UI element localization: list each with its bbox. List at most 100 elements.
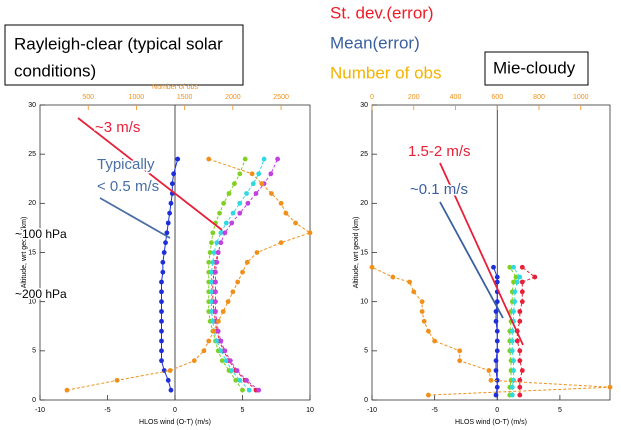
data-point <box>209 299 214 305</box>
data-point <box>159 279 164 285</box>
data-point <box>225 299 231 305</box>
data-point <box>223 220 229 226</box>
data-point <box>261 156 267 162</box>
y-axis-title: Altitude, wrt geoid (km) <box>21 217 28 289</box>
data-point <box>493 309 499 314</box>
data-point <box>213 289 218 295</box>
data-point <box>171 171 177 177</box>
data-point <box>511 264 516 270</box>
data-point <box>206 156 212 162</box>
data-point <box>214 338 220 344</box>
data-point <box>259 181 265 187</box>
data-point <box>213 309 218 314</box>
y-tick-label: 30 <box>28 102 36 109</box>
data-point <box>229 220 235 226</box>
data-point <box>237 200 243 206</box>
x2-tick-label: 800 <box>533 94 545 101</box>
data-point <box>210 318 216 324</box>
y-tick-label: 20 <box>28 200 36 207</box>
data-point <box>511 279 516 285</box>
series-line <box>371 266 611 396</box>
data-point <box>532 274 538 280</box>
data-point <box>233 377 239 383</box>
x2-tick-label: 200 <box>408 94 420 101</box>
data-point <box>64 387 70 393</box>
series-line <box>516 266 536 396</box>
data-point <box>517 274 523 280</box>
x-tick-label: 5 <box>558 407 562 414</box>
data-point <box>419 299 425 305</box>
annotation: ~200 hPa <box>15 287 67 301</box>
data-point <box>425 392 431 398</box>
data-point <box>214 259 220 265</box>
data-point <box>517 358 523 364</box>
data-point <box>269 191 274 196</box>
data-point <box>275 156 280 162</box>
x2-tick-label: 400 <box>450 94 462 101</box>
y-tick-label: 10 <box>28 299 36 306</box>
data-point <box>210 230 216 236</box>
data-point <box>519 299 525 305</box>
data-point <box>245 200 251 206</box>
data-point <box>165 377 171 383</box>
data-point <box>191 358 197 364</box>
data-point <box>159 338 164 344</box>
data-point <box>219 358 225 364</box>
x-axis-title: HLOS wind (O-T) (m/s) <box>455 419 527 426</box>
data-point <box>390 274 396 280</box>
data-point <box>517 318 523 324</box>
x-tick-label: 5 <box>241 407 245 414</box>
x-tick-label: -5 <box>104 407 110 414</box>
data-point <box>244 191 249 196</box>
data-point <box>214 240 220 246</box>
data-point <box>509 338 515 344</box>
data-point <box>513 274 519 280</box>
data-point <box>517 377 523 383</box>
data-point <box>114 377 120 383</box>
data-point <box>209 279 214 285</box>
data-point <box>407 279 412 285</box>
data-point <box>210 259 216 265</box>
data-point <box>160 269 166 275</box>
data-point <box>494 348 500 354</box>
data-point <box>168 387 174 393</box>
data-point <box>168 200 174 206</box>
data-point <box>519 279 525 285</box>
data-point <box>159 318 164 324</box>
data-point <box>514 279 520 285</box>
data-point <box>213 269 218 275</box>
data-point <box>509 328 515 334</box>
panel-title: conditions) <box>14 61 96 80</box>
legend-entry: Mean(error) <box>330 33 420 52</box>
y-tick-label: 10 <box>360 299 368 306</box>
data-point <box>421 318 427 324</box>
annotation-arrow <box>77 117 223 231</box>
data-point <box>223 358 229 364</box>
data-point <box>519 289 525 295</box>
data-point <box>213 279 218 285</box>
data-point <box>209 309 214 314</box>
data-point <box>220 309 226 314</box>
data-point <box>491 264 496 270</box>
data-point <box>250 181 256 187</box>
data-point <box>232 181 237 187</box>
annotation-arrow <box>99 197 171 239</box>
data-point <box>159 358 164 364</box>
data-point <box>229 368 235 373</box>
data-point <box>213 299 218 305</box>
annotation: ~100 hPa <box>15 227 67 241</box>
x-tick-label: 0 <box>173 407 177 414</box>
data-point <box>457 348 463 354</box>
data-point <box>222 230 228 236</box>
data-point <box>211 328 216 334</box>
data-point <box>209 289 214 295</box>
data-point <box>488 377 494 383</box>
x2-tick-label: 2000 <box>225 94 241 101</box>
data-point <box>432 338 438 344</box>
data-point <box>215 250 221 255</box>
data-point <box>511 368 516 373</box>
data-point <box>159 309 164 314</box>
data-point <box>511 358 516 364</box>
data-point <box>165 220 171 226</box>
x2-tick-label: 0 <box>370 94 374 101</box>
